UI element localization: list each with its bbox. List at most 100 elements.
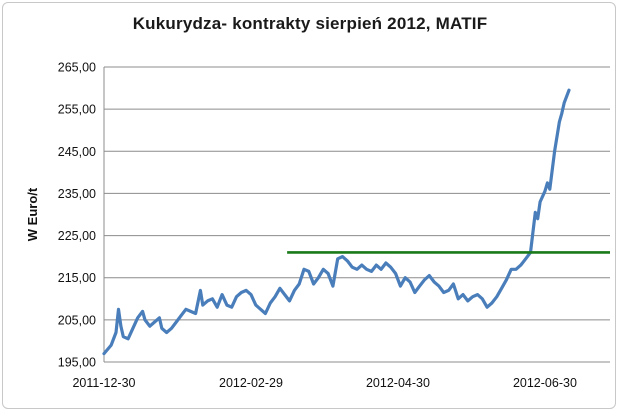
- data-point: [303, 268, 305, 271]
- y-axis-label: W Euro/t: [25, 187, 40, 241]
- data-point: [161, 327, 163, 330]
- data-point: [442, 291, 445, 294]
- data-point: [563, 102, 565, 104]
- data-point: [428, 274, 431, 277]
- y-tick-label: 195,00: [58, 356, 96, 370]
- data-point: [510, 268, 512, 271]
- data-point: [264, 312, 267, 315]
- data-point: [103, 352, 105, 355]
- y-tick-label: 215,00: [58, 271, 96, 285]
- data-point: [274, 295, 276, 298]
- data-point: [380, 268, 382, 271]
- data-point: [457, 298, 460, 300]
- y-tick-label: 235,00: [58, 187, 96, 201]
- data-point: [351, 266, 354, 269]
- data-point: [226, 304, 228, 306]
- data-point: [149, 325, 151, 328]
- data-point: [361, 264, 363, 266]
- data-point: [255, 304, 257, 306]
- data-point: [144, 319, 146, 321]
- data-point: [346, 260, 349, 262]
- data-point: [322, 268, 325, 271]
- y-tick-label: 265,00: [58, 61, 96, 75]
- data-point: [206, 300, 209, 302]
- data-point: [414, 291, 416, 294]
- data-point: [199, 289, 202, 292]
- data-point: [385, 262, 387, 264]
- data-point: [561, 112, 563, 115]
- data-point: [332, 285, 334, 287]
- data-point: [288, 300, 291, 302]
- data-point: [462, 293, 464, 296]
- data-point: [520, 264, 522, 266]
- data-point: [141, 310, 144, 313]
- data-point: [375, 264, 378, 266]
- data-point: [170, 327, 173, 330]
- data-point: [283, 293, 286, 296]
- data-point: [524, 258, 527, 260]
- y-tick-label: 205,00: [58, 313, 96, 327]
- data-point: [250, 293, 252, 296]
- data-point: [500, 287, 503, 290]
- data-point: [185, 308, 187, 311]
- data-point: [486, 306, 488, 309]
- data-point: [293, 289, 296, 292]
- data-point: [534, 211, 537, 214]
- data-point: [230, 306, 233, 309]
- y-tick-label: 245,00: [58, 145, 96, 159]
- data-point: [120, 325, 122, 328]
- data-point: [308, 270, 310, 273]
- data-point: [553, 150, 556, 153]
- data-point: [568, 89, 570, 91]
- data-point: [136, 317, 139, 319]
- data-point: [389, 266, 392, 269]
- data-point: [496, 295, 498, 298]
- data-point: [221, 293, 223, 296]
- y-tick-label: 225,00: [58, 229, 96, 243]
- x-tick-label: 2011-12-30: [72, 376, 135, 390]
- data-point: [471, 295, 474, 298]
- data-point: [269, 302, 272, 304]
- data-point: [127, 338, 129, 340]
- data-point: [438, 285, 440, 287]
- data-point: [158, 317, 161, 319]
- data-point: [418, 285, 421, 287]
- data-point: [536, 217, 539, 220]
- data-point: [279, 287, 281, 290]
- data-point: [558, 121, 561, 123]
- data-point: [153, 321, 156, 323]
- data-point: [115, 331, 117, 334]
- series-line-0: [102, 88, 571, 356]
- data-point: [423, 279, 426, 281]
- data-point: [467, 300, 469, 302]
- data-point: [394, 272, 397, 275]
- data-point: [202, 304, 204, 306]
- data-point: [132, 327, 134, 330]
- x-tick-label: 2012-04-30: [366, 376, 430, 390]
- data-point: [515, 268, 517, 271]
- data-point: [211, 298, 214, 300]
- data-point: [539, 201, 541, 203]
- data-point: [505, 279, 508, 281]
- data-point: [370, 270, 373, 273]
- data-point: [235, 295, 238, 298]
- data-point: [165, 331, 168, 334]
- data-point: [452, 283, 455, 285]
- data-point: [447, 289, 450, 292]
- data-point: [189, 310, 192, 313]
- data-point: [399, 285, 402, 287]
- data-point: [245, 289, 247, 292]
- data-point: [327, 272, 329, 275]
- data-point: [336, 258, 339, 260]
- data-point: [404, 276, 407, 279]
- data-point: [365, 268, 368, 271]
- data-point: [298, 283, 301, 285]
- data-point: [317, 276, 320, 279]
- data-point: [341, 255, 344, 258]
- data-point: [546, 182, 549, 184]
- data-point: [481, 298, 484, 300]
- data-point: [476, 293, 479, 296]
- data-point: [240, 291, 243, 294]
- data-point: [175, 321, 178, 323]
- data-point: [110, 344, 112, 346]
